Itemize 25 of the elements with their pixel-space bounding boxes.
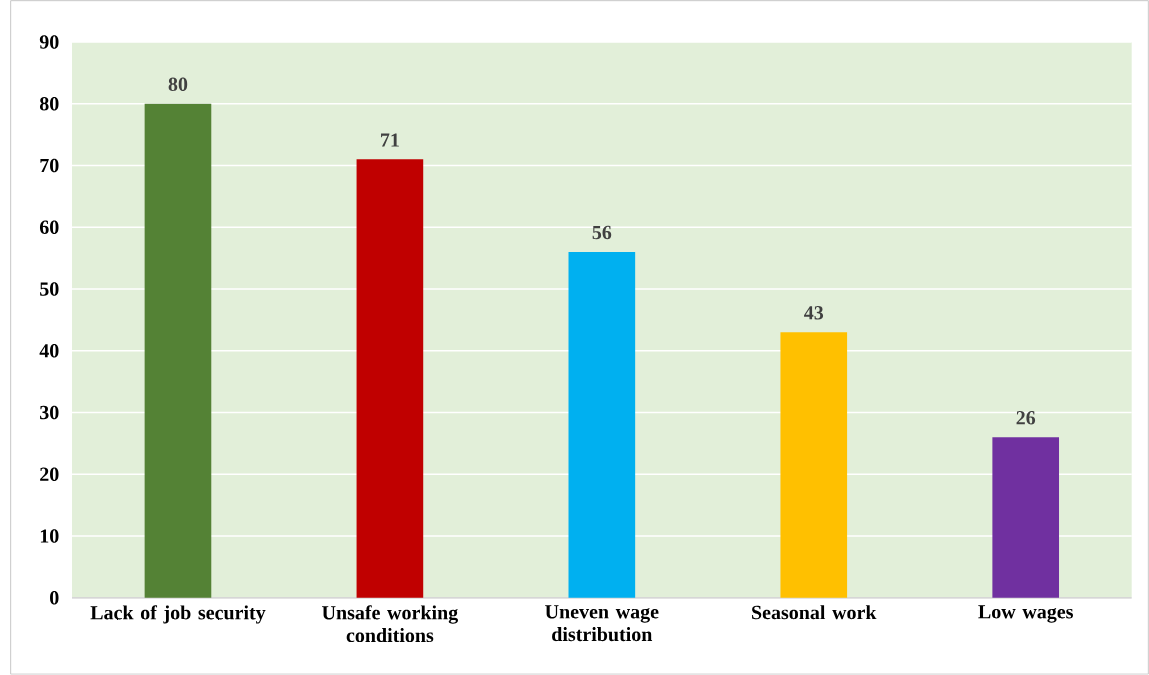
- y-tick-label: 30: [40, 405, 59, 420]
- y-tick-label: 50: [40, 282, 59, 296]
- y-tick-label: 60: [39, 220, 59, 235]
- bar: [992, 437, 1060, 598]
- data-label: 43: [804, 306, 824, 320]
- y-tick-label: 20: [40, 467, 59, 482]
- data-label: 80: [168, 77, 188, 92]
- bar: [356, 159, 424, 598]
- x-tick-label: Lack of job security: [90, 605, 266, 624]
- y-tick-label: 40: [39, 344, 59, 358]
- bar: [780, 332, 848, 598]
- data-label: 26: [1016, 411, 1036, 425]
- bar: [568, 252, 636, 598]
- bar: [144, 103, 212, 598]
- data-label: 56: [592, 225, 612, 240]
- y-tick-label: 10: [40, 529, 59, 543]
- y-tick-label: 90: [39, 35, 59, 49]
- y-tick-label: 80: [39, 97, 59, 111]
- x-tick-label: Seasonal work: [752, 605, 877, 620]
- data-label: 71: [381, 133, 399, 147]
- y-tick-label: 0: [50, 591, 59, 605]
- x-tick-label: Unsafe working conditions: [322, 605, 458, 643]
- x-tick-label: Low wages: [978, 605, 1073, 623]
- y-tick-label: 70: [40, 158, 59, 173]
- x-tick-label: Uneven wage distribution: [545, 605, 659, 642]
